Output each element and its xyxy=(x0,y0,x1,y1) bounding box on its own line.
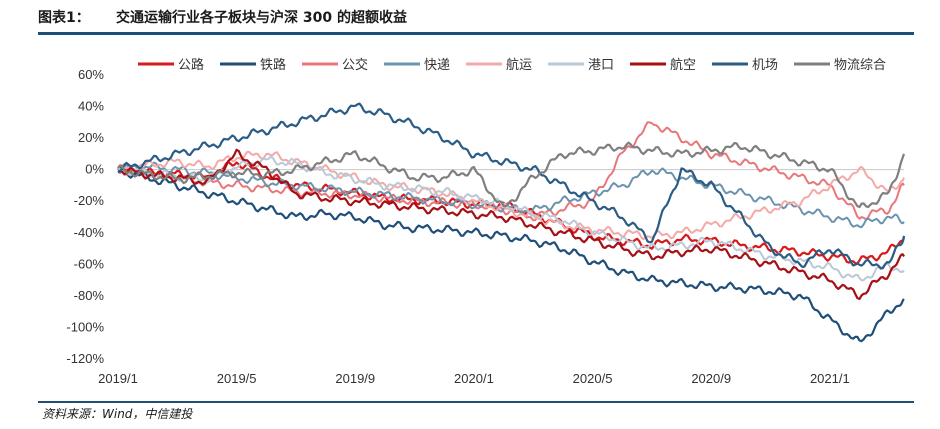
y-axis: 60% 40% 20% 0% -20% -40% -60% -80% -100% -120% xyxy=(66,67,104,366)
series-line-7 xyxy=(117,148,905,300)
y-tick-label: -80% xyxy=(74,288,105,303)
x-tick-label: 2019/9 xyxy=(335,371,375,386)
series-line-6 xyxy=(117,156,905,282)
chart-legend: 公路 铁路 公交 快递 航运 港口 航空 机场 物流综合 xyxy=(138,57,886,73)
top-rule xyxy=(38,32,914,35)
x-tick-label: 2021/1 xyxy=(810,371,850,386)
series-line-5 xyxy=(117,150,905,241)
legend-label: 机场 xyxy=(752,58,778,73)
x-axis: 2019/1 2019/5 2019/9 2020/1 2020/5 2020/9 2021… xyxy=(98,371,850,386)
y-tick-label: 60% xyxy=(78,67,104,82)
x-tick-label: 2020/9 xyxy=(691,371,731,386)
legend-label: 港口 xyxy=(588,58,614,73)
series-line-8 xyxy=(117,102,906,270)
y-tick-label: -60% xyxy=(74,256,105,271)
chart-canvas: 公路 铁路 公交 快递 航运 港口 航空 机场 物流综合 60% 40% 20% 0% -20% -40%… xyxy=(66,57,906,386)
legend-label: 航空 xyxy=(670,57,696,73)
chart-header: 图表1： 交通运输行业各子板块与沪深 300 的超额收益 xyxy=(38,6,914,32)
x-tick-label: 2020/5 xyxy=(573,371,613,386)
y-tick-label: 40% xyxy=(78,99,104,114)
legend-label: 航运 xyxy=(506,57,532,73)
x-tick-label: 2020/1 xyxy=(454,371,494,386)
legend-label: 铁路 xyxy=(260,57,286,73)
series-lines xyxy=(117,102,906,343)
series-line-9 xyxy=(117,141,906,209)
legend-label: 公路 xyxy=(178,57,204,73)
y-tick-label: -20% xyxy=(74,193,105,208)
y-tick-label: -120% xyxy=(66,351,104,366)
legend-label: 快递 xyxy=(424,58,450,73)
x-tick-label: 2019/1 xyxy=(98,371,138,386)
source-note: 资料来源：Wind，中信建投 xyxy=(42,407,193,421)
figure-label: 图表1： xyxy=(38,10,90,26)
x-tick-label: 2019/5 xyxy=(217,371,257,386)
bottom-rule xyxy=(38,401,914,403)
legend-label: 公交 xyxy=(342,57,368,73)
y-tick-label: -100% xyxy=(66,319,104,334)
legend-label: 物流综合 xyxy=(834,58,886,73)
y-tick-label: -40% xyxy=(74,225,105,240)
y-tick-label: 0% xyxy=(85,162,104,177)
y-tick-label: 20% xyxy=(78,130,104,145)
series-line-2 xyxy=(117,166,905,343)
chart-title: 交通运输行业各子板块与沪深 300 的超额收益 xyxy=(116,10,407,26)
